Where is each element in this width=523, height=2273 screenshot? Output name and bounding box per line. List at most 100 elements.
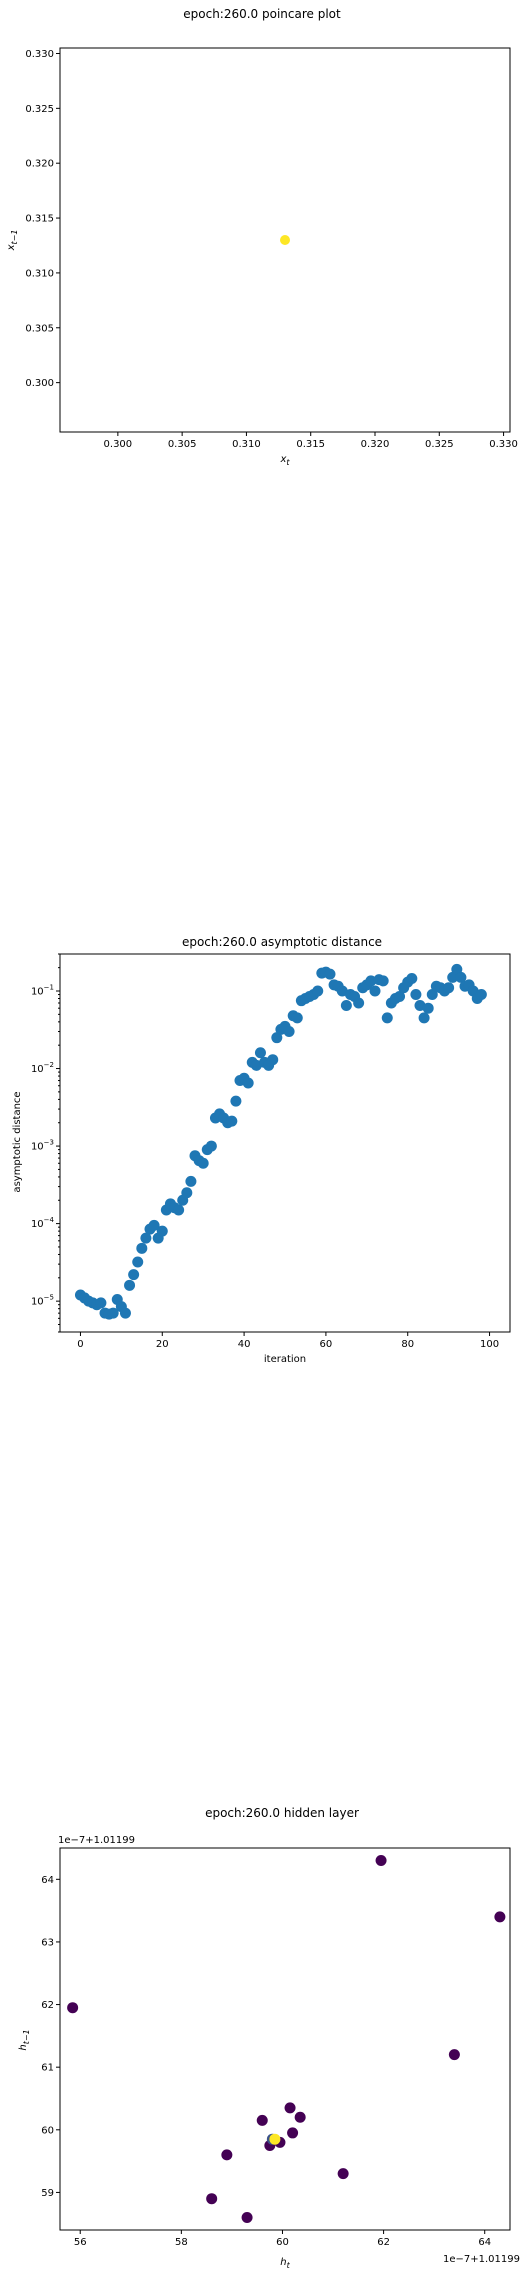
data-point [291,1012,303,1024]
x-tick-label: 56 [74,2237,87,2248]
x-offset-text: 1e−7+1.01199 [443,2254,520,2265]
data-points [74,963,487,1320]
data-point [230,1095,242,1107]
data-point [185,1175,197,1187]
data-point [140,1232,152,1244]
y-tick-label: 10−5 [31,1294,54,1308]
data-point [448,2049,460,2061]
x-tick-label: 40 [238,1339,251,1350]
data-point [95,1297,107,1309]
data-point [280,235,290,245]
y-tick-label: 10−3 [31,1139,54,1153]
data-point [256,2114,268,2126]
y-tick-label: 0.325 [25,104,54,115]
data-point [340,1000,352,1012]
x-tick-label: 0.300 [104,439,133,450]
y-tick-label: 0.305 [25,323,54,334]
axis-ticks: 56 58 60 62 64 59 60 61 62 63 64 [41,1875,491,2248]
y-tick-label: 59 [41,2188,54,2199]
x-tick-label: 64 [478,2237,491,2248]
data-point [269,2133,281,2145]
data-point [124,1279,136,1291]
y-tick-label: 10−2 [31,1061,54,1075]
y-tick-label: 0.320 [25,159,54,170]
data-point [128,1269,140,1281]
y-offset-text: 1e−7+1.01199 [58,1835,135,1846]
x-tick-label: 0.310 [232,439,261,450]
y-tick-label: 63 [41,1937,54,1948]
data-point [267,1054,279,1066]
chart-title: epoch:260.0 hidden layer [205,1806,359,1820]
x-tick-label: 80 [401,1339,414,1350]
data-point [406,972,418,984]
data-point [132,1256,144,1268]
y-tick-label: 0.330 [25,49,54,60]
data-point [353,997,365,1009]
y-axis-label: asymptotic distance [12,1091,23,1192]
axis-ticks: 0.300 0.300 0.305 0.305 0.310 0.310 0.315 0.315… [25,49,518,450]
data-point [206,2193,218,2205]
data-point [119,1307,131,1319]
data-point [381,1012,393,1024]
axis-ticks: 0 20 40 60 80 100 10−5 10−4 10−3 10−2 10−1 [31,953,499,1350]
y-tick-label: 62 [41,2000,54,2011]
data-point [197,1157,209,1169]
y-axis-label: xt−1 [6,230,19,252]
hidden-layer-chart: epoch:260.0 hidden layer 1e−7+1.01199 56… [18,1806,520,2270]
data-point [241,2211,253,2223]
plot-frame [59,1847,511,2231]
x-tick-label: 0.320 [361,439,390,450]
x-tick-label: 0.315 [296,439,325,450]
plot-frame [59,47,511,433]
data-points [280,235,290,245]
data-point [422,1002,434,1014]
data-point [287,2127,299,2139]
data-point [455,971,467,983]
chart-title: epoch:260.0 asymptotic distance [182,935,382,949]
plot-frame [59,953,511,1333]
data-point [181,1187,193,1199]
data-point [156,1225,168,1237]
data-point [136,1242,148,1254]
data-point [254,1047,266,1059]
x-tick-label: 60 [276,2237,289,2248]
data-point [475,989,487,1001]
x-tick-label: 0.325 [425,439,454,450]
x-tick-label: 100 [480,1339,499,1350]
data-point [369,985,381,997]
asymptotic-distance-panel: epoch:260.0 asymptotic distance 0 20 40 60 8… [0,930,523,1380]
x-tick-label: 0.330 [489,439,518,450]
poincare-plot-panel: epoch:260.0 poincare plot 0.300 0.300 0.30… [0,0,523,560]
x-tick-label: 20 [156,1339,169,1350]
x-axis-label: iteration [264,1354,306,1365]
asymptotic-distance-chart: epoch:260.0 asymptotic distance 0 20 40 60 8… [12,935,511,1365]
data-point [365,975,377,987]
hidden-layer-panel: epoch:260.0 hidden layer 1e−7+1.01199 56… [0,1800,523,2270]
data-point [173,1204,185,1216]
data-point [337,2168,349,2180]
y-tick-label: 61 [41,2063,54,2074]
data-point [221,2149,233,2161]
data-point [426,989,438,1001]
data-point [443,982,455,994]
x-axis-label: ht [280,2257,290,2269]
y-tick-label: 0.315 [25,214,54,225]
y-tick-label: 60 [41,2125,54,2136]
data-point [226,1115,238,1127]
data-point [107,1307,119,1319]
y-axis-label: ht−1 [18,2029,31,2050]
y-tick-label: 0.310 [25,268,54,279]
x-tick-label: 0 [77,1339,83,1350]
data-point [148,1219,160,1231]
data-points [67,1855,506,2223]
y-tick-label: 10−4 [31,1216,55,1230]
data-point [410,989,422,1001]
data-point [377,975,389,987]
x-axis-label: xt [279,454,290,467]
data-point [375,1855,387,1867]
chart-title: epoch:260.0 poincare plot [183,7,341,21]
x-tick-label: 62 [377,2237,390,2248]
data-point [242,1077,254,1089]
poincare-plot-chart: epoch:260.0 poincare plot 0.3000.3000.30… [6,7,518,467]
data-point [67,2002,79,2014]
